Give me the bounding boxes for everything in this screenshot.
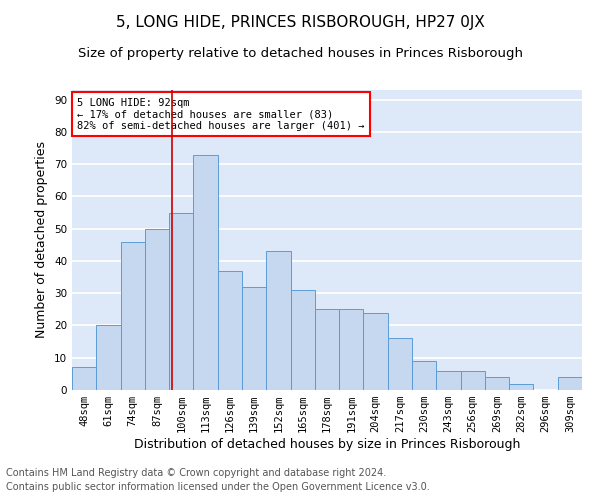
Text: 5, LONG HIDE, PRINCES RISBOROUGH, HP27 0JX: 5, LONG HIDE, PRINCES RISBOROUGH, HP27 0…: [116, 15, 484, 30]
Text: Contains public sector information licensed under the Open Government Licence v3: Contains public sector information licen…: [6, 482, 430, 492]
Bar: [193, 154, 218, 390]
Bar: [242, 287, 266, 390]
Bar: [145, 228, 169, 390]
Bar: [315, 310, 339, 390]
Bar: [339, 310, 364, 390]
Bar: [461, 370, 485, 390]
Text: 5 LONG HIDE: 92sqm
← 17% of detached houses are smaller (83)
82% of semi-detache: 5 LONG HIDE: 92sqm ← 17% of detached hou…: [77, 98, 365, 130]
Bar: [121, 242, 145, 390]
Bar: [509, 384, 533, 390]
Bar: [218, 270, 242, 390]
X-axis label: Distribution of detached houses by size in Princes Risborough: Distribution of detached houses by size …: [134, 438, 520, 451]
Bar: [364, 312, 388, 390]
Y-axis label: Number of detached properties: Number of detached properties: [35, 142, 49, 338]
Bar: [436, 370, 461, 390]
Bar: [72, 368, 96, 390]
Text: Size of property relative to detached houses in Princes Risborough: Size of property relative to detached ho…: [77, 48, 523, 60]
Bar: [169, 212, 193, 390]
Bar: [388, 338, 412, 390]
Bar: [412, 361, 436, 390]
Text: Contains HM Land Registry data © Crown copyright and database right 2024.: Contains HM Land Registry data © Crown c…: [6, 468, 386, 477]
Bar: [290, 290, 315, 390]
Bar: [485, 377, 509, 390]
Bar: [96, 326, 121, 390]
Bar: [266, 252, 290, 390]
Bar: [558, 377, 582, 390]
